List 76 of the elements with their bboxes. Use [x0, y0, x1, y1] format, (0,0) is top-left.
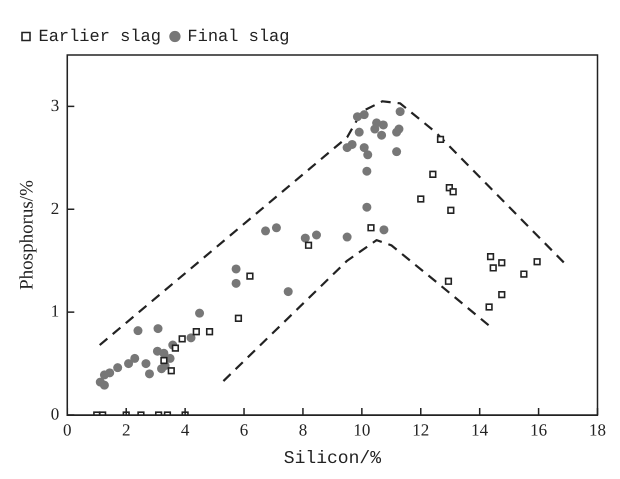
- point: [360, 143, 369, 152]
- point: [450, 188, 457, 196]
- point: [100, 380, 109, 390]
- point: [498, 259, 506, 266]
- point: [172, 344, 180, 352]
- point: [272, 223, 281, 232]
- point: [367, 224, 375, 232]
- x-tick-label: 4: [180, 420, 190, 440]
- point: [436, 136, 444, 143]
- x-tick-label: 2: [122, 420, 130, 440]
- point: [370, 124, 380, 134]
- point: [354, 128, 364, 137]
- point: [312, 230, 321, 240]
- point: [261, 226, 270, 236]
- point: [141, 359, 150, 368]
- y-axis-title: Phosphorus/%: [16, 180, 38, 290]
- point: [100, 370, 109, 380]
- point: [168, 367, 175, 374]
- point: [192, 328, 200, 336]
- point: [342, 232, 352, 242]
- point: [490, 264, 497, 272]
- point: [133, 326, 142, 336]
- point: [533, 258, 541, 266]
- point: [362, 166, 372, 176]
- x-tick-label: 6: [240, 420, 248, 440]
- point: [232, 278, 241, 288]
- point: [232, 264, 241, 274]
- point: [304, 242, 312, 249]
- point: [206, 328, 214, 336]
- point: [360, 110, 369, 120]
- x-tick-label: 14: [471, 420, 489, 440]
- point: [186, 333, 196, 342]
- x-tick-label: 0: [63, 420, 72, 440]
- point: [300, 234, 310, 243]
- legend-label: Final slag: [187, 28, 290, 47]
- point: [154, 324, 163, 334]
- point: [363, 150, 372, 160]
- point: [486, 252, 494, 260]
- point: [234, 314, 242, 322]
- point: [498, 291, 506, 298]
- point: [379, 225, 388, 234]
- point: [124, 359, 134, 368]
- point: [447, 206, 454, 214]
- point: [444, 278, 452, 285]
- x-tick-label: 8: [298, 420, 308, 440]
- point: [396, 107, 405, 116]
- point: [178, 335, 186, 343]
- y-tick-label: 2: [50, 198, 60, 218]
- x-tick-label: 12: [412, 420, 430, 440]
- point: [377, 130, 386, 140]
- point: [378, 120, 388, 130]
- x-axis-title: Silicon/%: [284, 448, 382, 469]
- y-tick-label: 3: [50, 96, 60, 115]
- point: [392, 128, 402, 137]
- point: [246, 272, 254, 280]
- point: [520, 270, 528, 278]
- x-tick-label: 18: [589, 420, 606, 440]
- point: [348, 140, 357, 149]
- point: [417, 195, 424, 203]
- y-tick-label: 1: [50, 302, 60, 321]
- x-tick-label: 16: [530, 420, 548, 440]
- x-tick-label: 10: [353, 420, 370, 440]
- point: [113, 363, 122, 372]
- y-tick-label: 0: [50, 404, 60, 424]
- line-series: [98, 100, 566, 346]
- point: [130, 354, 140, 363]
- point: [485, 303, 493, 311]
- point: [160, 356, 168, 364]
- point: [144, 369, 154, 378]
- point: [429, 170, 436, 178]
- point: [159, 348, 168, 358]
- point: [195, 308, 204, 318]
- point: [284, 287, 293, 296]
- point: [392, 147, 402, 156]
- legend-label: Earlier slag: [38, 28, 161, 47]
- point: [362, 202, 372, 212]
